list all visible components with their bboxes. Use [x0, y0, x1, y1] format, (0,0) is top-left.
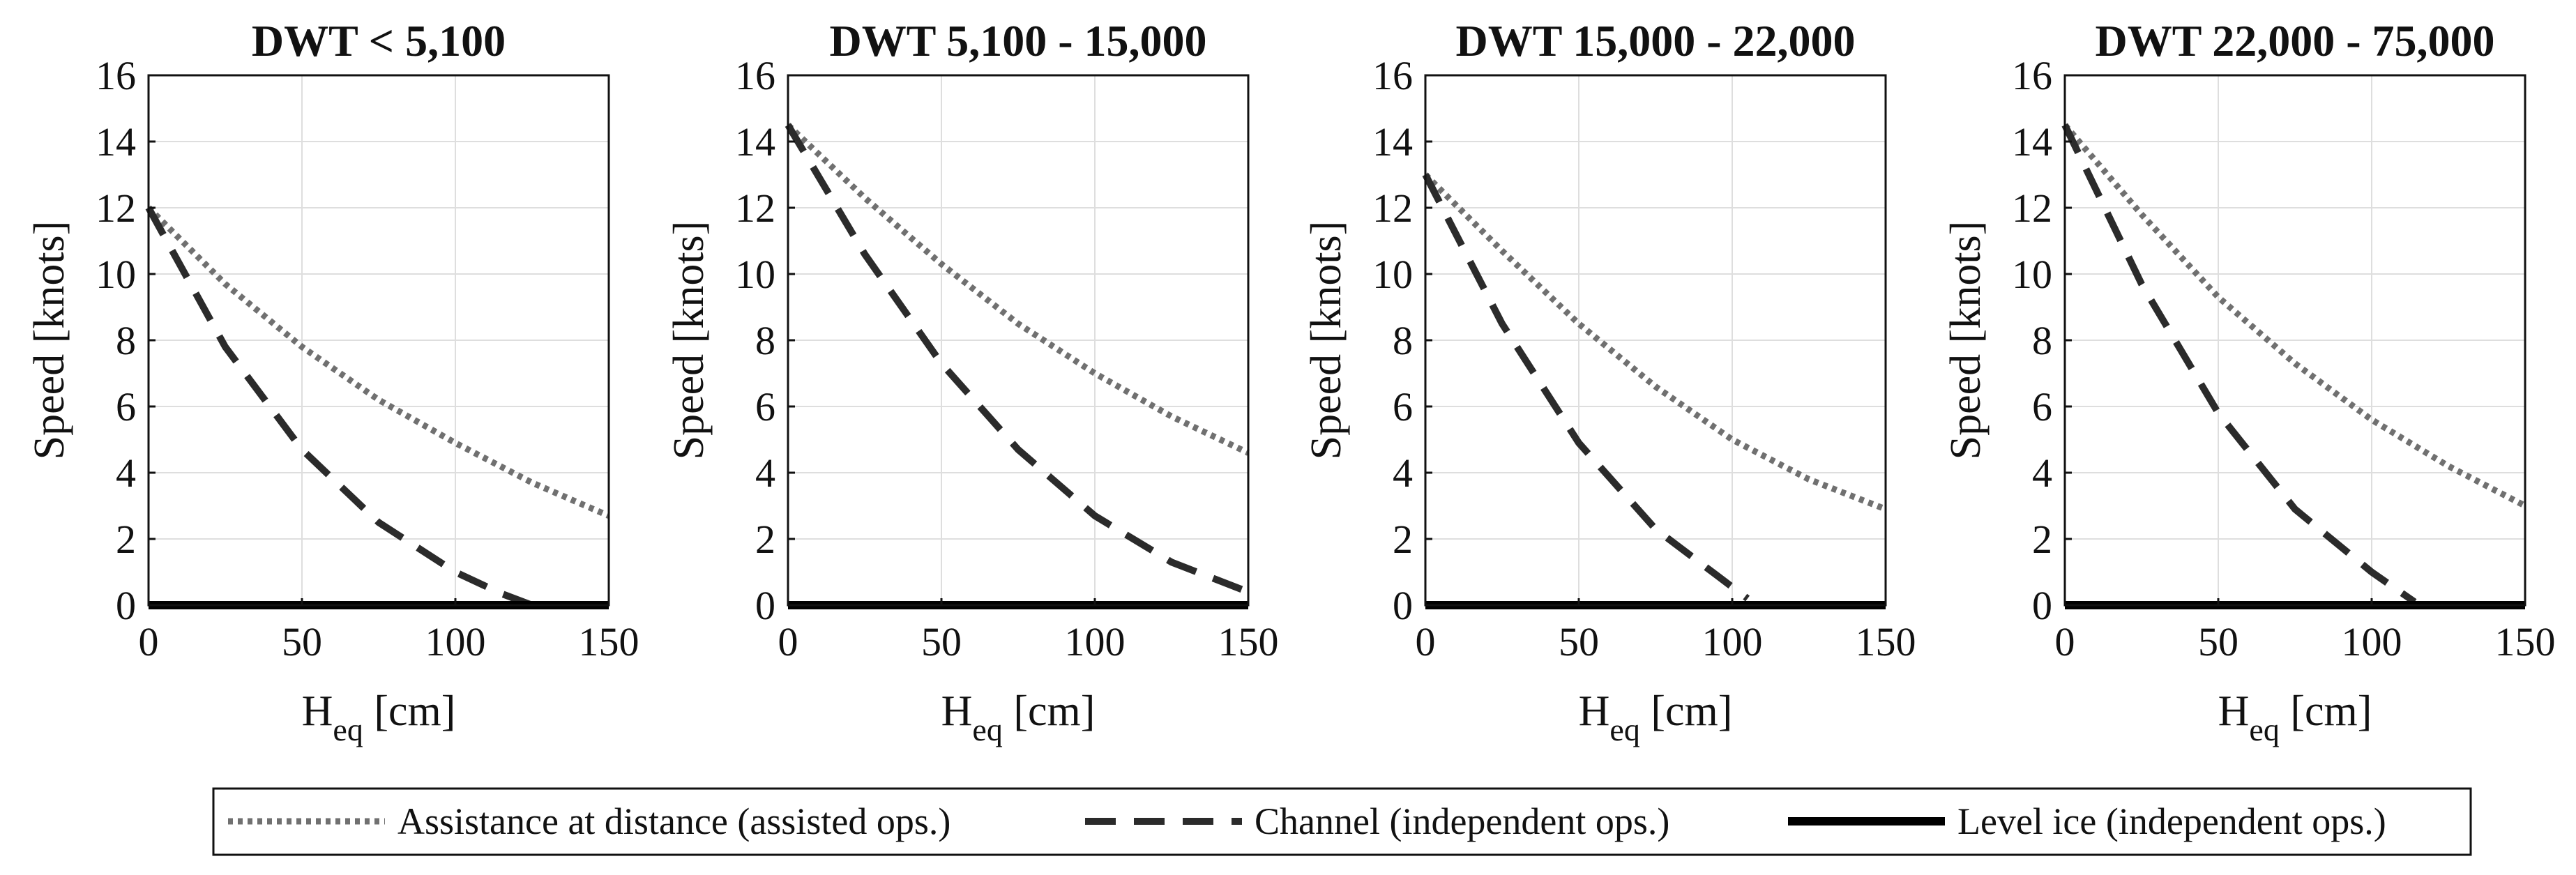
x-tick-label: 150	[1218, 619, 1279, 664]
y-tick-label: 4	[2032, 450, 2052, 496]
y-tick-label: 6	[755, 384, 775, 429]
y-tick-label: 0	[1393, 583, 1413, 628]
x-tick-label: 50	[282, 619, 322, 664]
y-tick-label: 8	[1393, 318, 1413, 363]
series-line-dashed	[1422, 173, 1750, 602]
x-tick-label: 100	[2342, 619, 2402, 664]
x-axis-label: Heq [cm]	[1579, 687, 1733, 747]
y-tick-label: 8	[2032, 318, 2052, 363]
y-tick-label: 6	[1393, 384, 1413, 429]
x-tick-label: 0	[1416, 619, 1436, 664]
y-tick-label: 8	[755, 318, 775, 363]
x-tick-label: 100	[1702, 619, 1763, 664]
y-tick-label: 0	[2032, 583, 2052, 628]
y-tick-label: 6	[116, 384, 136, 429]
series-line-dotted	[2062, 123, 2527, 509]
legend-label: Level ice (independent ops.)	[1957, 800, 2386, 842]
y-tick-label: 4	[755, 450, 775, 496]
series-line-dotted	[785, 123, 1250, 456]
y-tick-label: 10	[2012, 252, 2052, 297]
panel-title: DWT 22,000 - 75,000	[2095, 16, 2494, 66]
y-tick-label: 10	[1372, 252, 1413, 297]
x-axis-label: Heq [cm]	[2218, 687, 2372, 747]
x-tick-label: 50	[921, 619, 962, 664]
y-tick-label: 14	[2012, 119, 2052, 165]
y-tick-label: 4	[1393, 450, 1413, 496]
y-tick-label: 4	[116, 450, 136, 496]
legend-label: Channel (independent ops.)	[1255, 800, 1669, 842]
panel-title: DWT 15,000 - 22,000	[1455, 16, 1855, 66]
legend: Assistance at distance (assisted ops.) Ch…	[212, 787, 2472, 856]
y-tick-label: 14	[1372, 119, 1413, 165]
series-line-dashed	[785, 123, 1250, 595]
y-tick-label: 0	[116, 583, 136, 628]
series-line-dashed	[2061, 123, 2417, 605]
x-axis-label: Heq [cm]	[302, 687, 456, 747]
y-tick-label: 10	[735, 252, 775, 297]
chart-panel-4: DWT 22,000 - 75,000 0 50 100 150 0 2 4 6 8 10 12 14 1…	[1942, 16, 2556, 747]
panel-title: DWT < 5,100	[252, 16, 506, 66]
chart-panel-3: DWT 15,000 - 22,000 0 50 100 150 0 2 4 6 8 10 12 14 1…	[1303, 16, 1916, 747]
x-tick-label: 0	[139, 619, 159, 664]
x-tick-label: 150	[2495, 619, 2556, 664]
x-tick-label: 100	[1065, 619, 1126, 664]
y-tick-label: 12	[735, 185, 775, 231]
y-tick-label: 16	[1372, 53, 1413, 98]
x-axis-label: Heq [cm]	[941, 687, 1096, 747]
y-tick-label: 0	[755, 583, 775, 628]
panel-title: DWT 5,100 - 15,000	[829, 16, 1206, 66]
x-tick-label: 0	[2055, 619, 2075, 664]
x-tick-label: 150	[1856, 619, 1916, 664]
chart-panel-2: DWT 5,100 - 15,000 0 50 100 150 0 2 4 6 8 10 12 14 16…	[665, 16, 1279, 747]
y-axis-label: Speed [knots]	[26, 221, 73, 460]
y-tick-label: 6	[2032, 384, 2052, 429]
x-tick-label: 50	[2198, 619, 2238, 664]
x-tick-label: 150	[579, 619, 639, 664]
y-tick-label: 16	[96, 53, 136, 98]
y-tick-label: 2	[116, 517, 136, 562]
y-tick-label: 16	[735, 53, 775, 98]
y-tick-label: 8	[116, 318, 136, 363]
series-line-dotted	[1423, 172, 1887, 512]
y-tick-label: 16	[2012, 53, 2052, 98]
x-tick-label: 100	[425, 619, 486, 664]
legend-label: Assistance at distance (assisted ops.)	[397, 800, 950, 842]
y-tick-label: 14	[735, 119, 775, 165]
chart-panel-1: DWT < 5,100 0 50 100 150 0 2 4 6 8 10 12 14 16 Heq [cm…	[26, 16, 639, 747]
y-tick-label: 12	[2012, 185, 2052, 231]
legend-box	[212, 787, 2472, 856]
x-tick-label: 50	[1559, 619, 1599, 664]
y-tick-label: 2	[1393, 517, 1413, 562]
y-tick-label: 14	[96, 119, 136, 165]
y-tick-label: 12	[1372, 185, 1413, 231]
y-tick-label: 2	[755, 517, 775, 562]
y-axis-label: Speed [knots]	[1303, 221, 1350, 460]
y-axis-label: Speed [knots]	[665, 221, 713, 460]
series-line-dashed	[145, 206, 533, 609]
x-tick-label: 0	[778, 619, 798, 664]
y-tick-label: 10	[96, 252, 136, 297]
y-tick-label: 12	[96, 185, 136, 231]
series-line-dotted	[146, 205, 610, 519]
y-axis-label: Speed [knots]	[1942, 221, 1990, 460]
y-tick-label: 2	[2032, 517, 2052, 562]
